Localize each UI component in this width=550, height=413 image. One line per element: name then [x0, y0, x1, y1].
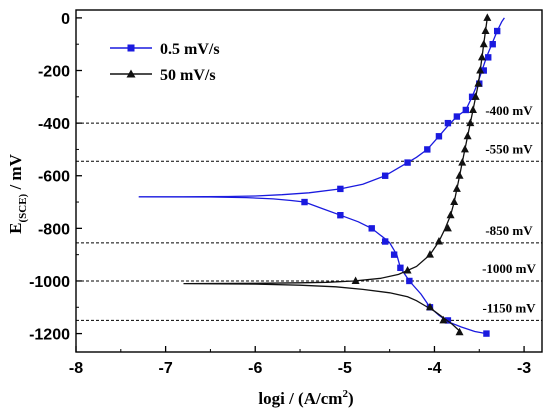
y-tick-label: -200	[38, 64, 70, 81]
data-point	[439, 315, 448, 324]
data-point	[493, 27, 501, 35]
data-point	[337, 212, 344, 219]
data-point	[368, 225, 375, 232]
data-point	[397, 264, 404, 272]
x-axis-title: logi / (A/cm2)	[258, 388, 353, 408]
data-point	[466, 118, 475, 127]
data-point	[453, 113, 461, 120]
data-point	[403, 265, 412, 274]
legend: 0.5 mV/s 50 mV/s	[110, 41, 220, 84]
data-point	[481, 26, 490, 35]
y-axis-title: E(SCE) / mV	[6, 153, 29, 233]
y-tick-label: -600	[38, 169, 70, 186]
data-point	[435, 133, 443, 140]
data-point	[460, 144, 469, 153]
reference-label: -1000 mV	[482, 261, 536, 276]
y-tick-label: -1000	[29, 274, 70, 291]
reference-label: -850 mV	[485, 223, 533, 238]
x-tick-label: -7	[158, 360, 172, 377]
series-1	[138, 17, 505, 337]
data-point	[480, 67, 487, 74]
reference-lines: -400 mV -550 mV -850 mV -1000 mV -1150 mV	[76, 103, 542, 321]
series-layer	[138, 13, 505, 337]
data-point	[489, 41, 496, 48]
data-point	[468, 105, 477, 113]
plot-frame	[75, 9, 543, 353]
data-point	[483, 13, 492, 21]
data-point	[425, 250, 434, 258]
data-point	[444, 119, 452, 127]
reference-label: -1150 mV	[482, 300, 536, 315]
data-point	[390, 251, 398, 258]
data-point	[455, 171, 464, 179]
data-point	[446, 210, 455, 219]
data-point	[474, 79, 483, 87]
data-point	[381, 172, 389, 179]
data-point	[483, 330, 490, 337]
legend-label-series-1: 0.5 mV/s	[160, 41, 220, 58]
data-point	[455, 327, 464, 336]
data-point	[477, 52, 486, 61]
data-point	[462, 106, 470, 114]
data-point	[351, 276, 360, 284]
x-tick-label: -3	[517, 360, 531, 377]
legend-marker-series-1	[127, 44, 135, 52]
data-point	[406, 277, 413, 285]
x-tick-label: -5	[338, 360, 352, 377]
reference-label: -400 mV	[485, 103, 533, 118]
y-tick-label: -400	[38, 116, 70, 133]
y-tick-label: -800	[38, 221, 70, 238]
data-point	[424, 146, 431, 153]
data-point	[476, 66, 485, 74]
data-point	[468, 93, 476, 101]
reference-label: -550 mV	[485, 141, 533, 156]
data-point	[425, 302, 434, 311]
series-line	[183, 17, 488, 332]
x-tick-label: -4	[427, 360, 441, 377]
data-point	[458, 158, 467, 166]
axis-ticks: -8 -7 -6 -5 -4 -3 0 -200 -400 -600 -800 -1000 -1200	[29, 11, 531, 377]
data-point	[479, 39, 488, 48]
legend-label-series-2: 50 mV/s	[160, 67, 216, 84]
data-point	[463, 131, 472, 140]
series-2	[183, 13, 492, 336]
x-tick-label: -6	[248, 360, 262, 377]
data-point	[337, 185, 344, 193]
data-point	[404, 159, 411, 166]
data-point	[471, 92, 480, 100]
legend-marker-series-2	[126, 69, 136, 78]
data-point	[485, 54, 492, 61]
data-point	[381, 238, 389, 245]
x-tick-label: -8	[69, 360, 83, 377]
y-tick-label: 0	[61, 11, 70, 28]
data-point	[301, 198, 308, 206]
data-point	[452, 184, 461, 192]
data-point	[434, 237, 443, 245]
data-point	[443, 223, 452, 232]
data-point	[450, 197, 459, 206]
y-tick-label: -1200	[29, 327, 70, 344]
